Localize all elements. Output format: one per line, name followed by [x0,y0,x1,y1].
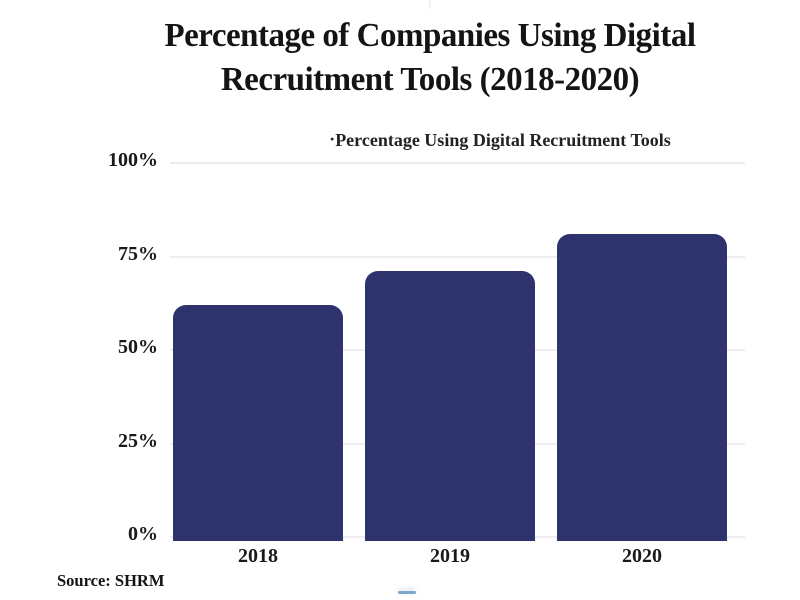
legend-label: Percentage Using Digital Recruitment Too… [335,130,671,150]
page-title: Percentage of Companies Using Digital Re… [60,14,800,102]
page-title-line-1: Percentage of Companies Using Digital [164,17,696,54]
y-axis-tick-label: 0% [128,523,158,545]
y-axis-tick-label: 50% [118,336,158,358]
x-axis-tick-label: 2020 [622,545,662,567]
legend-dot-icon: · [329,129,336,149]
y-axis-tick-label: 100% [108,149,158,171]
bar-2018 [173,305,343,541]
source-attribution: Source: SHRM [57,571,165,590]
bar-2020 [557,234,727,541]
x-axis-tick-label: 2019 [430,545,470,567]
bar-2019 [365,271,535,541]
y-axis-tick-label: 25% [118,429,158,452]
page-title-line-2: Recruitment Tools (2018-2020) [220,61,640,98]
gridline-100% [170,162,745,164]
top-edge-artifact-tick [429,0,431,9]
x-axis-tick-label: 2018 [238,545,278,567]
gridline-75% [170,255,745,258]
chart-legend: ·Percentage Using Digital Recruitment To… [200,129,800,151]
y-axis-tick-label: 75% [118,242,158,265]
bottom-blue-dash-artifact [398,591,416,594]
